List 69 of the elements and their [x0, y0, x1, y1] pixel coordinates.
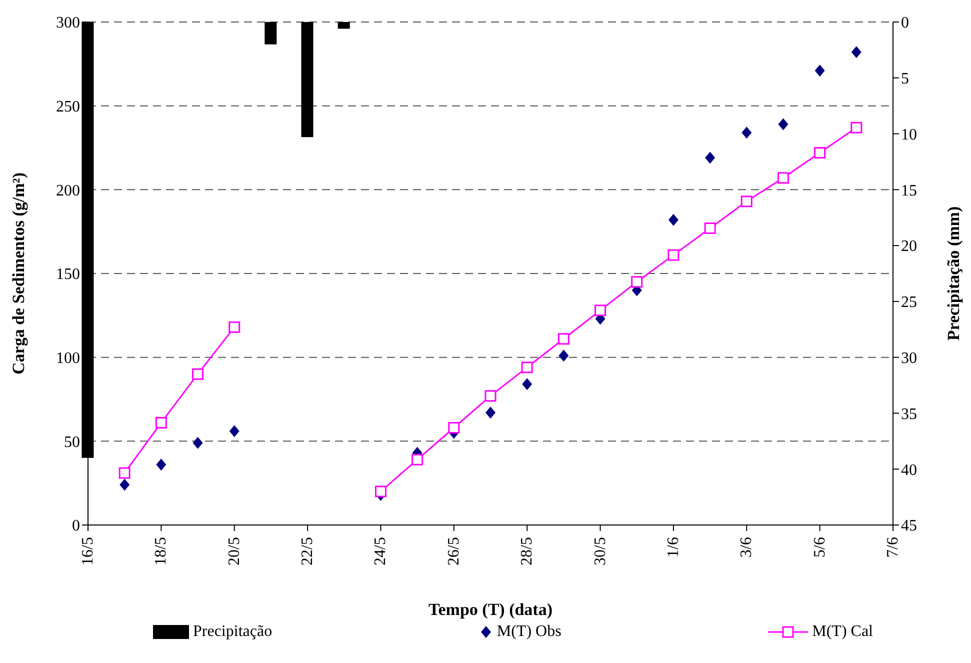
- point: [668, 249, 680, 261]
- x-tick-label: 22/5: [299, 537, 316, 566]
- y2-tick-label: 25: [901, 294, 917, 312]
- legend-label: M(T) Obs: [496, 623, 562, 641]
- x-tick-label: 3/6: [738, 537, 756, 558]
- point: [704, 222, 716, 234]
- y-axis-title: Carga de Sedimentos (g/m²): [9, 172, 28, 374]
- point: [814, 64, 825, 77]
- y-tick-label: 0: [72, 518, 80, 535]
- y-tick-label: 250: [56, 98, 80, 116]
- point: [484, 390, 496, 402]
- point: [814, 147, 826, 159]
- x-tick-label: 1/6: [664, 537, 682, 558]
- y2-tick-label: 0: [901, 14, 909, 32]
- y2-tick-label: 30: [901, 350, 917, 368]
- point: [486, 406, 496, 419]
- point: [192, 368, 204, 380]
- point: [558, 350, 569, 362]
- y2-tick-label: 45: [901, 518, 917, 535]
- x-axis-title: Tempo (T) (data): [428, 600, 553, 619]
- point: [374, 486, 386, 498]
- y2-tick-label: 35: [901, 406, 917, 423]
- x-tick-label: 26/5: [445, 537, 462, 566]
- x-tick-label: 7/6: [884, 537, 902, 558]
- bar: [338, 22, 350, 29]
- x-tick-label: 20/5: [226, 537, 243, 566]
- bar: [301, 22, 314, 138]
- x-tick-label: 24/5: [372, 537, 390, 566]
- x-tick-label: 18/5: [152, 537, 170, 566]
- point: [156, 458, 166, 471]
- x-tick-label: 5/6: [811, 537, 828, 558]
- y2-axis-title: Precipitação (mm): [944, 206, 964, 341]
- point: [448, 422, 460, 434]
- point: [228, 321, 240, 333]
- y-tick-label: 200: [56, 182, 80, 200]
- point: [594, 304, 606, 316]
- point: [850, 122, 862, 134]
- point: [155, 416, 167, 428]
- y-tick-label: 150: [56, 266, 80, 284]
- legend-label: Precipitação: [193, 623, 272, 641]
- y2-tick-label: 20: [901, 238, 917, 256]
- y-tick-label: 50: [64, 434, 80, 451]
- y-tick-label: 300: [56, 14, 80, 32]
- point: [412, 454, 424, 466]
- point: [521, 362, 533, 374]
- point: [740, 196, 752, 208]
- point: [705, 152, 716, 164]
- point: [192, 436, 203, 449]
- y2-tick-label: 5: [901, 70, 909, 88]
- point: [558, 333, 570, 345]
- point: [742, 126, 752, 139]
- point: [229, 425, 240, 438]
- x-tick-label: 16/5: [80, 537, 96, 566]
- bar: [264, 22, 277, 44]
- y2-tick-label: 10: [901, 126, 917, 144]
- point: [120, 478, 130, 491]
- point: [668, 214, 678, 226]
- point: [778, 118, 788, 130]
- point: [851, 46, 862, 58]
- point: [522, 378, 532, 390]
- y2-tick-label: 15: [901, 182, 917, 200]
- y-tick-label: 100: [56, 350, 80, 368]
- point: [777, 172, 789, 184]
- x-tick-label: 30/5: [592, 537, 609, 566]
- point: [631, 276, 643, 288]
- y2-tick-label: 40: [901, 462, 917, 479]
- x-tick-label: 28/5: [518, 537, 536, 566]
- point: [118, 467, 130, 479]
- legend-label: M(T) Cal: [812, 623, 873, 641]
